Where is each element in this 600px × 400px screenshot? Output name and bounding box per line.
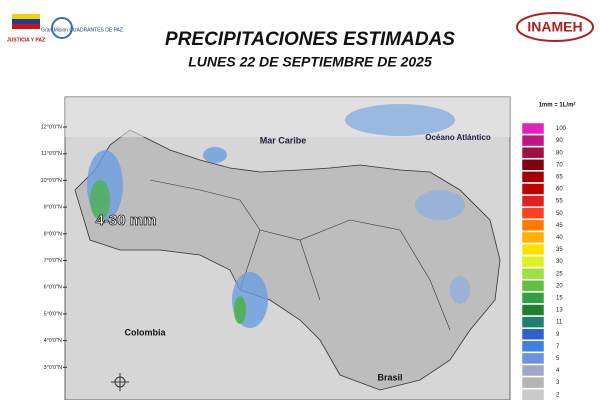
legend-label: 100 xyxy=(556,126,567,132)
legend-swatch xyxy=(521,195,545,207)
legend-swatch xyxy=(521,219,545,232)
legend-swatch xyxy=(521,352,545,365)
legend-label: 2 xyxy=(556,392,560,398)
legend-label: 40 xyxy=(556,235,563,241)
compass xyxy=(111,373,129,391)
legend-swatch xyxy=(521,159,545,171)
legend-swatch xyxy=(521,364,545,377)
latitude-label: 10°0'0"N xyxy=(41,178,62,184)
center-logo-text: Gran Misión CUADRANTES DE PAZ xyxy=(41,27,123,33)
legend-swatch xyxy=(521,171,545,183)
legend-label: 30 xyxy=(556,259,563,265)
legend-swatch xyxy=(521,183,545,195)
legend-swatch xyxy=(521,280,545,292)
latitude-label: 5°0'0"N xyxy=(44,311,62,317)
legend-label: 15 xyxy=(556,295,563,301)
legend-swatch xyxy=(521,255,545,268)
legend-swatch xyxy=(521,134,545,147)
latitude-label: 3°0'0"N xyxy=(44,365,62,371)
left-logo: JUSTICIA Y PAZ Gran Misión CUADRANTES DE… xyxy=(7,14,123,43)
legend-swatch xyxy=(521,122,545,135)
legend-label: 70 xyxy=(556,162,563,168)
right-logo: INAMEH xyxy=(516,12,594,42)
legend-label: 90 xyxy=(556,138,563,144)
legend-swatch xyxy=(521,316,545,328)
legend-swatch xyxy=(521,243,545,256)
legend-label: 9 xyxy=(556,332,560,338)
legend-label: 7 xyxy=(556,344,560,350)
legend-swatch xyxy=(521,388,545,400)
legend-swatch xyxy=(521,267,545,280)
sea-label: Mar Caribe xyxy=(260,135,307,145)
legend-label: 13 xyxy=(556,308,563,314)
legend-swatch xyxy=(521,340,545,353)
legend-swatch xyxy=(521,304,545,316)
legend-label: 20 xyxy=(556,283,563,289)
legend-label: 65 xyxy=(556,174,563,180)
legend-label: 80 xyxy=(556,150,563,156)
latitude-label: 7°0'0"N xyxy=(44,258,62,264)
legend-swatch xyxy=(521,231,545,244)
latitude-label: 12°0'0"N xyxy=(41,124,62,130)
legend-label: 45 xyxy=(556,223,563,229)
legend-swatch xyxy=(521,292,545,304)
legend: 1mm = 1L/m² 1009080706560555045403530252… xyxy=(514,97,600,400)
latitude-label: 8°0'0"N xyxy=(44,231,62,237)
legend-label: 35 xyxy=(556,247,563,253)
range-label: 4-30 mm xyxy=(96,212,157,229)
legend-swatch xyxy=(521,328,545,340)
legend-label: 11 xyxy=(556,320,563,326)
legend-label: 3 xyxy=(556,380,560,386)
legend-label: 25 xyxy=(556,271,563,277)
latitude-label: 11°0'0"N xyxy=(41,151,62,157)
legend-swatch xyxy=(521,207,545,219)
ocean-label: Océano Atlántico xyxy=(425,133,491,142)
legend-swatch xyxy=(521,146,545,159)
latitude-label: 9°0'0"N xyxy=(44,205,62,211)
map: Mar Caribe Océano Atlántico Colombia Bra… xyxy=(64,96,511,400)
legend-label: 50 xyxy=(556,211,563,217)
country-label: Colombia xyxy=(124,327,166,337)
legend-label: 5 xyxy=(556,356,560,362)
legend-label: 60 xyxy=(556,187,563,193)
latitude-label: 4°0'0"N xyxy=(44,338,62,344)
legend-swatch xyxy=(521,376,545,389)
latitude-labels: 12°0'0"N 11°0'0"N 10°0'0"N 9°0'0"N 8°0'0"N 7°… xyxy=(41,124,67,371)
left-logo-text: JUSTICIA Y PAZ xyxy=(7,37,45,43)
legend-unit: 1mm = 1L/m² xyxy=(539,102,576,109)
latitude-label: 6°0'0"N xyxy=(44,285,62,291)
title: PRECIPITACIONES ESTIMADAS xyxy=(165,29,455,50)
right-logo-text: INAMEH xyxy=(527,19,582,35)
subtitle: LUNES 22 DE SEPTIEMBRE DE 2025 xyxy=(188,54,432,70)
legend-label: 55 xyxy=(556,199,563,205)
legend-label: 4 xyxy=(556,368,560,374)
country-label: Brasil xyxy=(377,372,402,382)
